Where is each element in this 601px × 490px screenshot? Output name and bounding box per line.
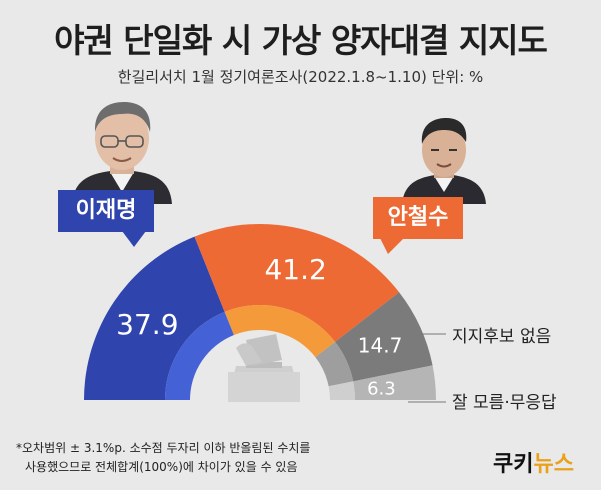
value-label-0: 37.9 — [116, 308, 178, 341]
ballot-box-icon — [228, 334, 300, 402]
value-label-3: 6.3 — [367, 378, 396, 399]
segment-2 — [335, 292, 433, 382]
segment-0 — [84, 236, 225, 400]
value-label-2: 14.7 — [358, 333, 403, 357]
footnote-line-2: 사용했으므로 전체합계(100%)에 차이가 있을 수 있음 — [25, 460, 298, 474]
candidate-left-name-tag: 이재명 — [58, 190, 154, 232]
candidate-right-tag-pointer — [380, 238, 404, 254]
category-label-3: 잘 모름·무응답 — [452, 393, 557, 413]
footnote-line-1: *오차범위 ± 3.1%p. 소수점 두자리 이하 반올림된 수치를 — [16, 441, 311, 455]
category-label-2: 지지후보 없음 — [452, 327, 551, 347]
segment-3 — [353, 365, 436, 400]
logo-part-1: 쿠키 — [493, 452, 534, 477]
logo-part-2: 뉴스 — [533, 452, 574, 477]
candidate-right-name-tag: 안철수 — [373, 197, 463, 239]
candidate-right-portrait — [402, 118, 486, 204]
footnote: *오차범위 ± 3.1%p. 소수점 두자리 이하 반올림된 수치를 사용했으므… — [16, 439, 310, 477]
kuki-news-logo: 쿠키뉴스 — [493, 446, 574, 478]
segment-inner-1 — [224, 305, 336, 358]
segment-inner-2 — [315, 341, 354, 387]
candidate-left-tag-pointer — [122, 231, 146, 247]
segment-1 — [194, 224, 400, 342]
value-label-1: 41.2 — [264, 253, 326, 286]
chart-subtitle: 한길리서치 1월 정기여론조사(2022.1.8~1.10) 단위: % — [117, 68, 484, 86]
chart-title: 야권 단일화 시 가상 양자대결 지지도 — [54, 21, 548, 60]
segment-inner-0 — [165, 311, 234, 400]
segment-inner-3 — [328, 381, 355, 400]
